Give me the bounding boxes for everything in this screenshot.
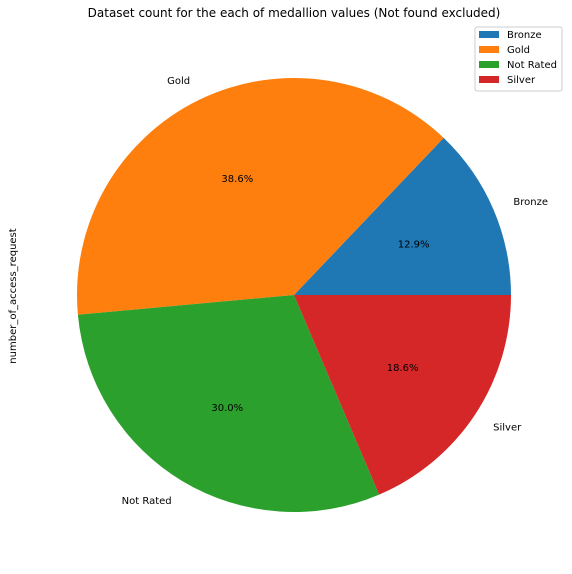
legend: Bronze Gold Not Rated Silver bbox=[474, 26, 563, 92]
slice-bronze bbox=[294, 137, 511, 295]
slice-gold bbox=[77, 78, 444, 315]
legend-frame bbox=[474, 26, 563, 92]
legend-swatch bbox=[479, 31, 499, 38]
slice-label: Gold bbox=[167, 76, 190, 87]
legend-label: Silver bbox=[507, 75, 536, 86]
legend-swatch bbox=[479, 76, 499, 83]
legend-swatch bbox=[479, 61, 499, 68]
legend-label: Gold bbox=[507, 45, 530, 56]
percent-label: 12.9% bbox=[398, 240, 430, 251]
pie-slices bbox=[77, 78, 511, 513]
percent-label: 38.6% bbox=[221, 174, 253, 185]
percent-label: 18.6% bbox=[387, 363, 419, 374]
slice-not-rated bbox=[77, 295, 380, 513]
legend-label: Bronze bbox=[507, 30, 542, 41]
slice-label: Not Rated bbox=[122, 496, 172, 507]
slice-labels: Bronze Gold Not Rated Silver bbox=[122, 76, 548, 507]
legend-swatch bbox=[479, 46, 499, 53]
y-axis-label: number_of_access_request bbox=[8, 228, 19, 363]
slice-label: Silver bbox=[493, 423, 522, 434]
slice-silver bbox=[294, 295, 511, 495]
percent-labels: 12.9% 38.6% 30.0% 18.6% bbox=[211, 174, 429, 414]
legend-label: Not Rated bbox=[507, 60, 557, 71]
percent-label: 30.0% bbox=[211, 403, 243, 414]
chart-title: Dataset count for the each of medallion … bbox=[88, 6, 501, 20]
slice-label: Bronze bbox=[513, 197, 548, 208]
